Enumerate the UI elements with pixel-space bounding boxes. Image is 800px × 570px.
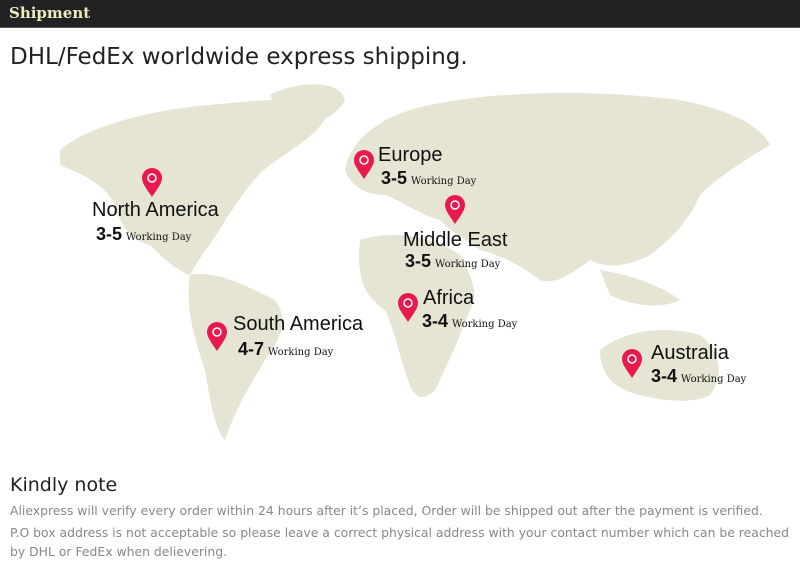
page-title: DHL/FedEx worldwide express shipping. (10, 44, 468, 70)
region-name: Middle East (403, 229, 508, 251)
map-pin-icon[interactable] (141, 168, 163, 198)
days-range: 4-7 (238, 339, 265, 359)
delivery-time: 4-7 Working Day (238, 339, 333, 360)
note-line: Aliexpress will verify every order withi… (10, 503, 763, 518)
land-north-america (60, 100, 330, 275)
days-unit: Working Day (411, 176, 477, 187)
map-pin-icon[interactable] (621, 349, 643, 379)
map-pin-icon[interactable] (397, 293, 419, 323)
delivery-time: 3-5 Working Day (405, 251, 500, 272)
note-line: P.O box address is not acceptable so ple… (10, 525, 789, 540)
section-header: Shipment (0, 0, 800, 28)
region-name: Australia (651, 342, 729, 364)
delivery-time: 3-4 Working Day (422, 311, 517, 332)
delivery-time: 3-5 Working Day (96, 224, 191, 245)
region-name: Africa (423, 287, 475, 309)
map-pin-icon[interactable] (444, 195, 466, 225)
days-range: 3-5 (96, 224, 123, 244)
land-south-america (188, 274, 283, 440)
days-unit: Working Day (452, 319, 518, 330)
note-line: by DHL or FedEx when delievering. (10, 544, 228, 559)
land-australia (600, 330, 719, 401)
delivery-time: 3-4 Working Day (651, 366, 746, 387)
region-name: Europe (378, 144, 443, 166)
world-map (60, 84, 770, 440)
days-range: 3-4 (422, 311, 449, 331)
days-unit: Working Day (268, 347, 334, 358)
map-pin-icon[interactable] (206, 322, 228, 352)
delivery-time: 3-5 Working Day (381, 168, 476, 189)
land-europe-asia (345, 93, 770, 282)
land-greenland (270, 84, 345, 124)
days-range: 3-5 (381, 168, 408, 188)
map-pin-icon[interactable] (353, 150, 375, 180)
days-range: 3-4 (651, 366, 678, 386)
land-southeast-asia (600, 270, 680, 306)
section-title: Shipment (9, 4, 91, 22)
days-unit: Working Day (126, 232, 192, 243)
note-title: Kindly note (10, 474, 118, 496)
days-range: 3-5 (405, 251, 432, 271)
days-unit: Working Day (681, 374, 747, 385)
land-africa (359, 235, 475, 397)
region-name: North America (92, 199, 219, 221)
days-unit: Working Day (435, 259, 501, 270)
region-name: South America (233, 313, 364, 335)
